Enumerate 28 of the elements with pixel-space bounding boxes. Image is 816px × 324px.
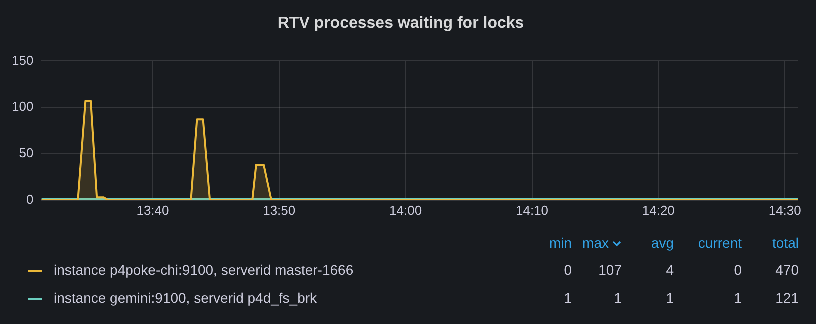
text: 1 bbox=[733, 289, 742, 308]
text: 0 bbox=[563, 261, 572, 280]
text: 1 bbox=[613, 289, 622, 308]
legend-label: instance gemini:9100, serverid p4d_fs_brk bbox=[54, 290, 318, 306]
text: 1 bbox=[665, 289, 674, 308]
legend-label: instance p4poke-chi:9100, serverid master-1666 bbox=[54, 262, 354, 278]
x-tick-label: 14:30 bbox=[768, 202, 802, 218]
text: 107 bbox=[598, 261, 622, 280]
x-tick-label: 13:40 bbox=[136, 202, 170, 218]
x-tick-label: 14:00 bbox=[390, 202, 422, 218]
text: avg bbox=[650, 234, 674, 253]
y-tick-label: 150 bbox=[12, 52, 34, 68]
x-tick-label: 13:50 bbox=[263, 202, 296, 218]
y-tick-label: 100 bbox=[12, 99, 34, 114]
text: 1 bbox=[563, 289, 572, 308]
text: 0 bbox=[733, 261, 742, 280]
text: 121 bbox=[774, 289, 800, 308]
text: max bbox=[582, 234, 610, 253]
y-tick-label: 0 bbox=[26, 192, 34, 207]
text: 4 bbox=[665, 261, 674, 280]
y-tick-label: 50 bbox=[19, 146, 34, 161]
text: min bbox=[548, 234, 572, 253]
chart-title: RTV processes waiting for locks bbox=[278, 15, 524, 32]
text: 470 bbox=[774, 261, 800, 280]
x-tick-label: 14:20 bbox=[642, 202, 675, 218]
text: total bbox=[772, 234, 800, 253]
x-tick-label: 14:10 bbox=[516, 202, 549, 218]
text: current bbox=[697, 234, 742, 253]
